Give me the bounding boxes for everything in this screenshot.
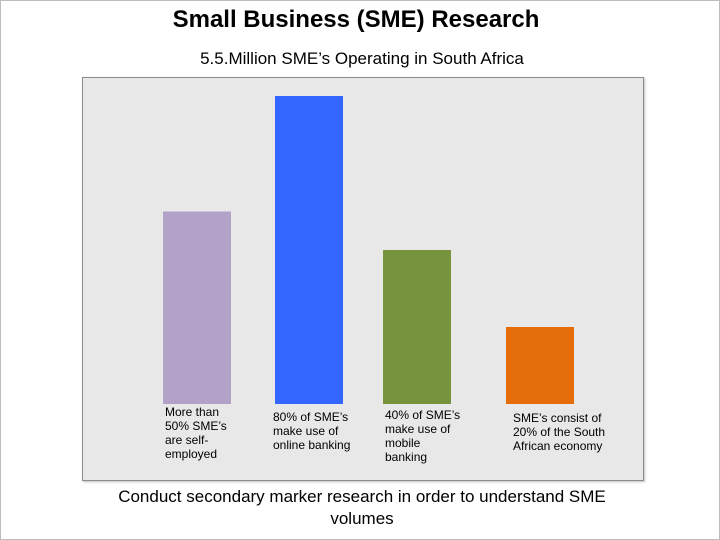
slide-footer: Conduct secondary marker research in ord…: [0, 486, 720, 530]
slide-title: Small Business (SME) Research: [172, 6, 540, 33]
bar-label-line: make use of mobile: [385, 422, 451, 450]
footer-line-1: Conduct secondary marker research in ord…: [118, 487, 606, 506]
bar-label-line: online banking: [273, 438, 351, 452]
footer-line-2: volumes: [330, 509, 394, 528]
bar-label-line: make use of: [273, 424, 339, 438]
bar-label-line: employed: [165, 447, 218, 461]
bar-2: [275, 96, 343, 404]
bar-label-line: 20% of the South: [513, 425, 606, 439]
bar-1: [163, 211, 231, 404]
bar-label-3: 40% of SME’s make use of mobile banking: [385, 408, 481, 464]
bar-label-line: SME’s consist of: [513, 411, 602, 425]
bar-label-4: SME’s consist of 20% of the South African …: [513, 411, 609, 453]
bar-label-line: 80% of SME’s: [273, 410, 349, 424]
bar-label-line: African economy: [513, 439, 603, 453]
bar-3: [383, 250, 451, 404]
bar-label-line: 50% SME’s: [165, 419, 227, 433]
bar-label-2: 80% of SME’s make use of online banking: [273, 410, 369, 452]
slide-subtitle: 5.5.Million SME’s Operating in South Afr…: [200, 49, 524, 68]
bar-label-1: More than 50% SME’s are self-employed: [165, 405, 261, 461]
bar-label-line: More than: [165, 405, 220, 419]
bar-label-line: are self-: [165, 433, 209, 447]
bar-label-line: banking: [385, 450, 428, 464]
bar-label-line: 40% of SME’s: [385, 408, 461, 422]
bar-4: [506, 327, 574, 404]
